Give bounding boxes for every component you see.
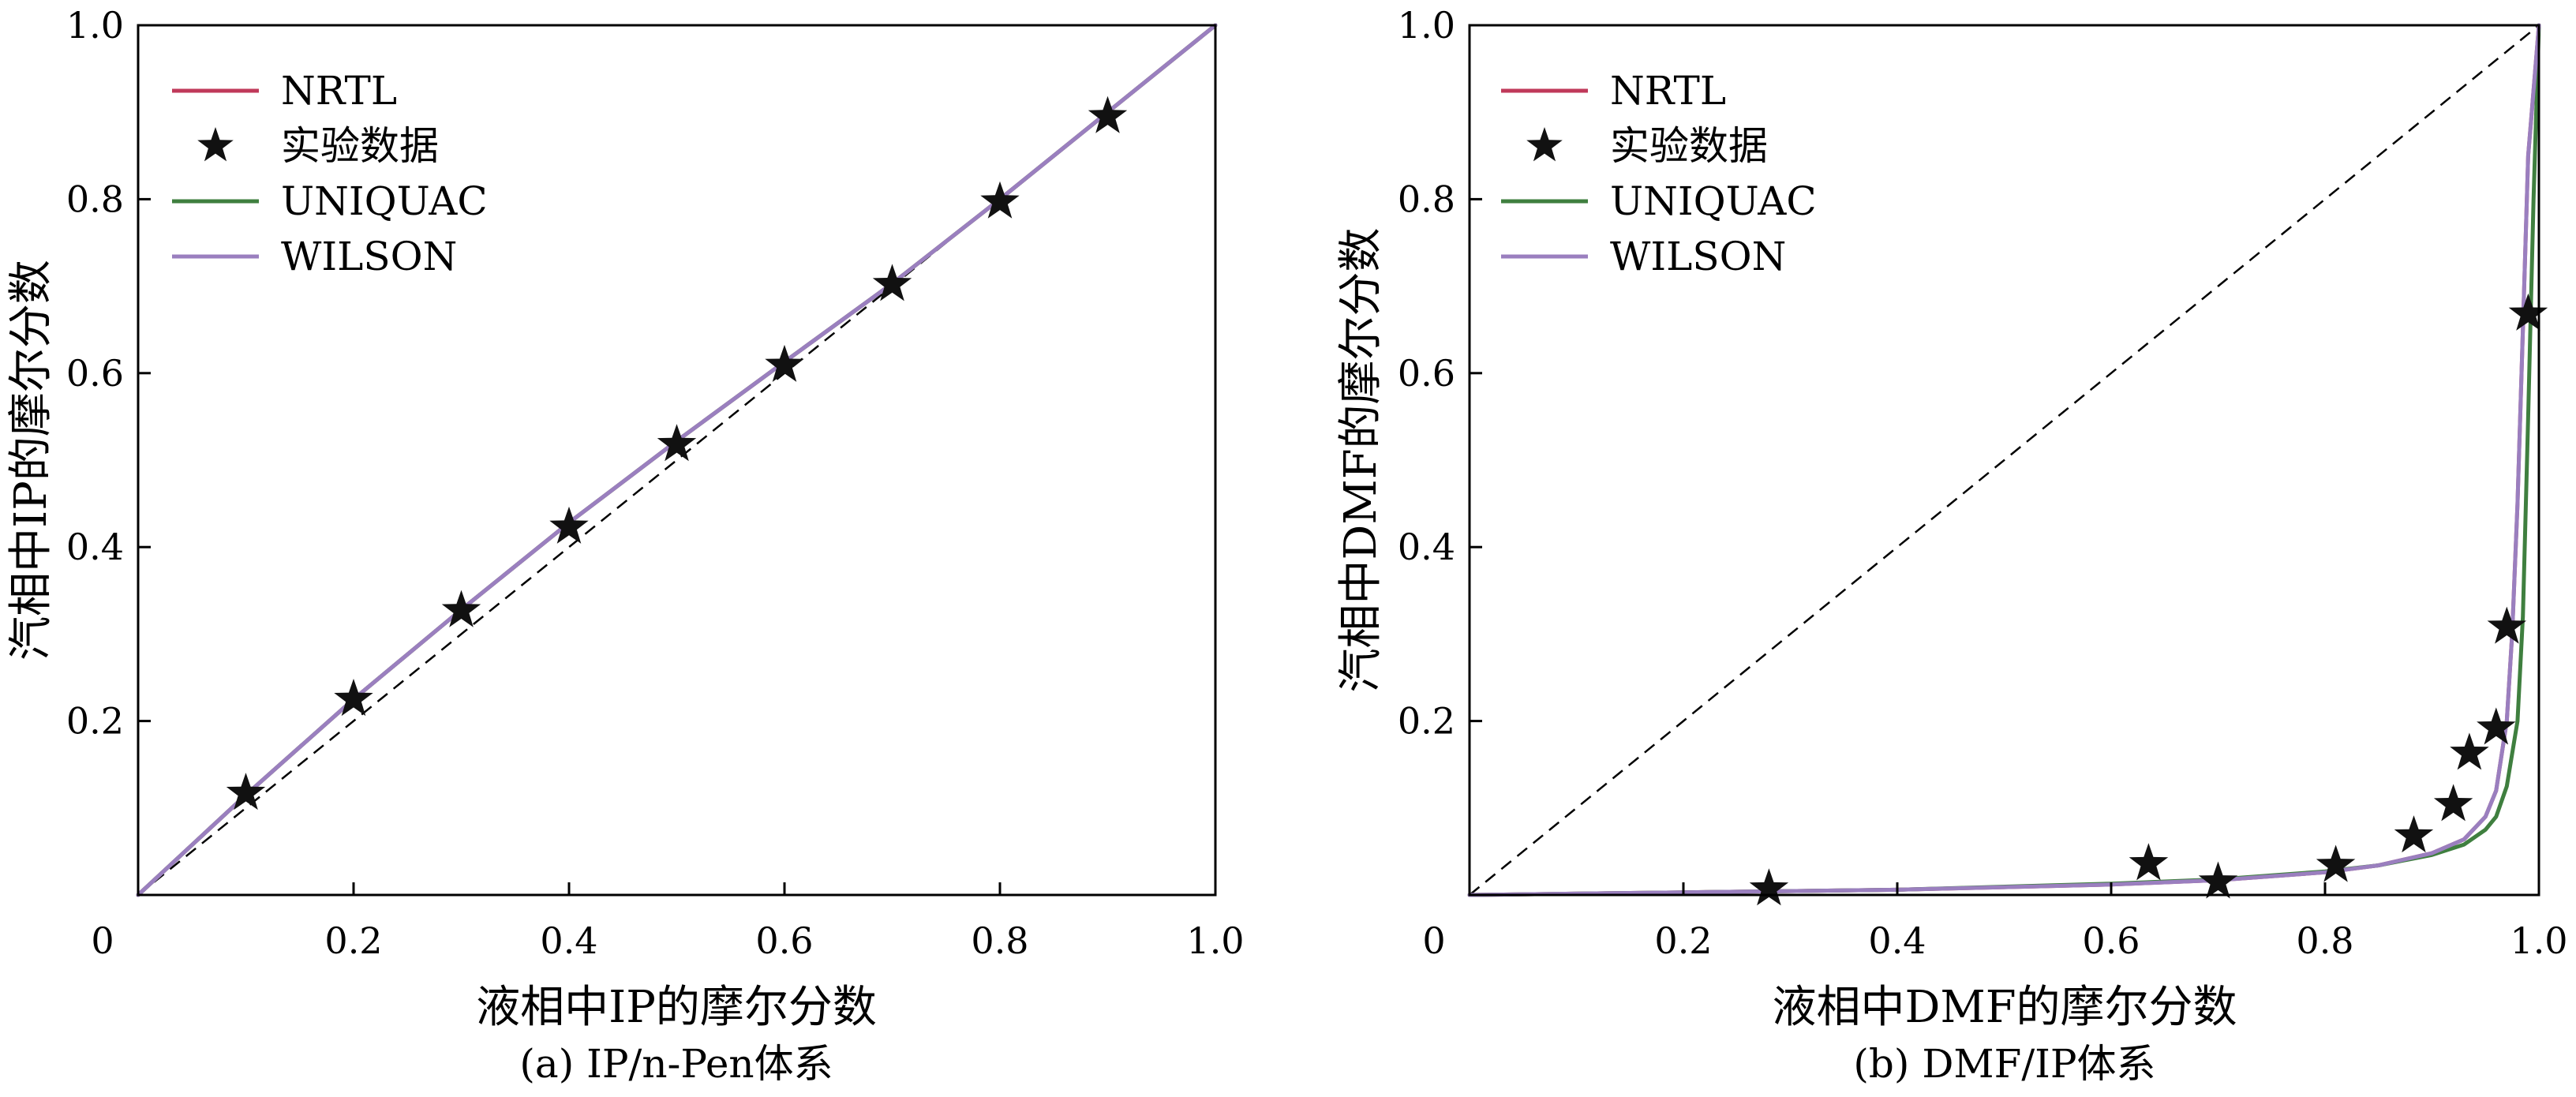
legend-swatch-star xyxy=(197,127,234,162)
legend-label: NRTL xyxy=(281,68,397,114)
data-point-star xyxy=(2129,843,2169,881)
x-tick-label: 0.4 xyxy=(1868,919,1926,962)
plot-area-a xyxy=(136,23,1218,897)
x-tick-label: 0.2 xyxy=(324,919,382,962)
data-point-star xyxy=(872,264,912,301)
caption-b: (b) DMF/IP体系 xyxy=(1853,1041,2155,1087)
x-tick-label: 0.6 xyxy=(755,919,813,962)
data-point-star xyxy=(2477,707,2516,745)
x-tick-label: 1.0 xyxy=(2510,919,2567,962)
data-point-star xyxy=(657,424,697,462)
legend-label: UNIQUAC xyxy=(1610,178,1817,224)
y-tick-label: 0.6 xyxy=(66,352,124,395)
legend-label: 实验数据 xyxy=(281,123,439,169)
legend-label: 实验数据 xyxy=(1610,123,1768,169)
x-tick-label: 0.8 xyxy=(2296,919,2353,962)
origin-label-a: 0 xyxy=(91,919,114,962)
data-point-star xyxy=(226,773,266,811)
data-point-star xyxy=(2394,815,2434,853)
y-tick-label: 0.4 xyxy=(1398,526,1455,568)
data-point-star xyxy=(2316,844,2356,882)
axes-frame-b xyxy=(1468,24,2540,897)
caption-a: (a) IP/n-Pen体系 xyxy=(519,1041,833,1087)
y-tick-label: 1.0 xyxy=(66,4,124,47)
data-point-star xyxy=(2433,784,2473,822)
ticks-a: 0.2 0.4 0.6 0.8 1.0 0.2 0.4 0.6 0.8 1.0 xyxy=(66,4,1245,962)
y-axis-label-a: 汽相中IP的摩尔分数 xyxy=(6,260,57,661)
data-point-star xyxy=(334,679,373,717)
y-tick-label: 1.0 xyxy=(1398,4,1455,47)
y-tick-label: 0.8 xyxy=(66,178,124,220)
data-point-star xyxy=(1749,868,1789,906)
chart-panel-b: 0.2 0.4 0.6 0.8 1.0 0.2 0.4 0.6 0.8 1.0 0 NRTL 实验数… xyxy=(1335,4,2568,1087)
data-point-star xyxy=(2487,606,2527,644)
legend-a: NRTL 实验数据 UNIQUAC WILSON xyxy=(172,68,488,279)
legend-label: WILSON xyxy=(1610,234,1786,279)
legend-b: NRTL 实验数据 UNIQUAC WILSON xyxy=(1501,68,1817,279)
x-tick-label: 1.0 xyxy=(1186,919,1244,962)
data-point-star xyxy=(2198,861,2238,899)
ticks-b: 0.2 0.4 0.6 0.8 1.0 0.2 0.4 0.6 0.8 1.0 xyxy=(1398,4,2568,962)
x-axis-label-a: 液相中IP的摩尔分数 xyxy=(476,982,877,1033)
x-tick-label: 0.6 xyxy=(2082,919,2140,962)
diagonal-line xyxy=(1469,24,2540,896)
series-line-wilson xyxy=(1467,23,2541,897)
data-point-star xyxy=(441,590,481,627)
data-point-star xyxy=(2450,732,2489,770)
legend-swatch-star xyxy=(1526,127,1563,162)
data-point-star xyxy=(549,506,589,544)
x-tick-label: 0.8 xyxy=(971,919,1028,962)
y-tick-label: 0.2 xyxy=(66,700,124,743)
y-tick-label: 0.8 xyxy=(1398,178,1455,220)
data-point-star xyxy=(765,344,804,382)
legend-label: UNIQUAC xyxy=(281,178,488,224)
y-axis-label-b: 汽相中DMF的摩尔分数 xyxy=(1335,227,1387,692)
chart-panel-a: 0.2 0.4 0.6 0.8 1.0 0.2 0.4 0.6 0.8 1.0 0 NRTL 实验数… xyxy=(6,4,1245,1087)
x-tick-label: 0.2 xyxy=(1654,919,1712,962)
legend-label: NRTL xyxy=(1610,68,1726,114)
axes-frame-a xyxy=(137,24,1217,897)
origin-label-b: 0 xyxy=(1422,919,1445,962)
data-point-star xyxy=(2508,293,2548,331)
y-tick-label: 0.6 xyxy=(1398,352,1455,395)
legend-label: WILSON xyxy=(281,234,457,279)
x-tick-label: 0.4 xyxy=(540,919,597,962)
data-point-star xyxy=(1088,95,1128,133)
y-tick-label: 0.2 xyxy=(1398,700,1455,743)
data-point-star xyxy=(980,181,1020,219)
y-tick-label: 0.4 xyxy=(66,526,124,568)
plot-area-b xyxy=(1467,23,2548,906)
x-axis-label-b: 液相中DMF的摩尔分数 xyxy=(1772,982,2237,1033)
